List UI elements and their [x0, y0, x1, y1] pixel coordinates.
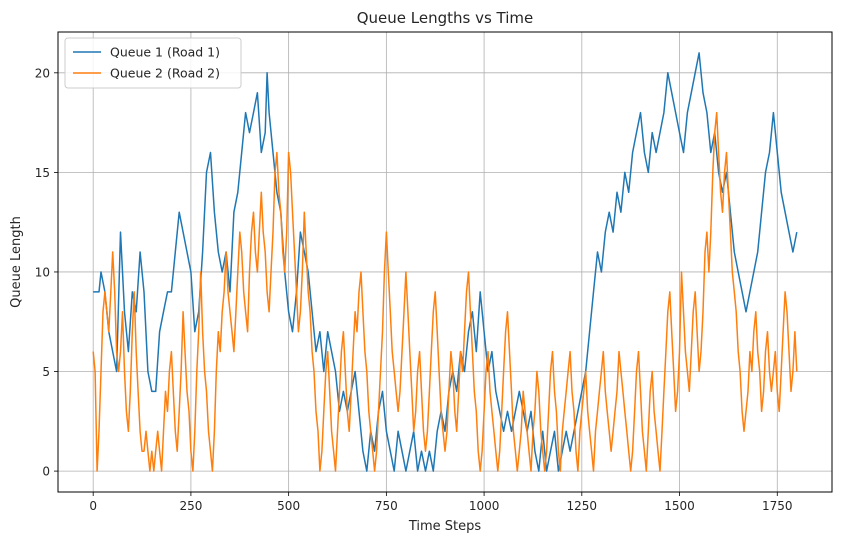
x-tick-label: 750 [375, 499, 398, 513]
x-tick-label: 500 [277, 499, 300, 513]
y-tick-label: 10 [35, 265, 50, 279]
axis-ticks: 0 250 500 750 1000 1250 1500 1750 0 5 10 15 20 [35, 66, 793, 513]
plot-frame [57, 31, 833, 493]
x-tick-label: 1750 [762, 499, 793, 513]
series-line-2 [92, 111, 798, 472]
x-tick-label: 0 [89, 499, 97, 513]
series-lines [92, 52, 798, 472]
x-tick-label: 1000 [469, 499, 500, 513]
y-tick-label: 0 [42, 465, 50, 479]
legend-box [64, 37, 242, 89]
x-tick-label: 250 [179, 499, 202, 513]
x-axis-label: Time Steps [408, 519, 482, 534]
grid-lines [58, 32, 832, 492]
chart-title: Queue Lengths vs Time [357, 9, 534, 27]
y-axis-label: Queue Length [9, 216, 24, 308]
legend-label-1: Queue 1 (Road 1) [110, 45, 220, 60]
y-tick-label: 5 [42, 365, 50, 379]
x-tick-label: 1250 [567, 499, 598, 513]
x-tick-label: 1500 [664, 499, 695, 513]
legend-label-2: Queue 2 (Road 2) [110, 66, 220, 81]
legend: Queue 1 (Road 1) Queue 2 (Road 2) [64, 37, 242, 89]
y-tick-label: 20 [35, 66, 50, 80]
y-tick-label: 15 [35, 166, 50, 180]
series-line-1 [93, 52, 798, 472]
